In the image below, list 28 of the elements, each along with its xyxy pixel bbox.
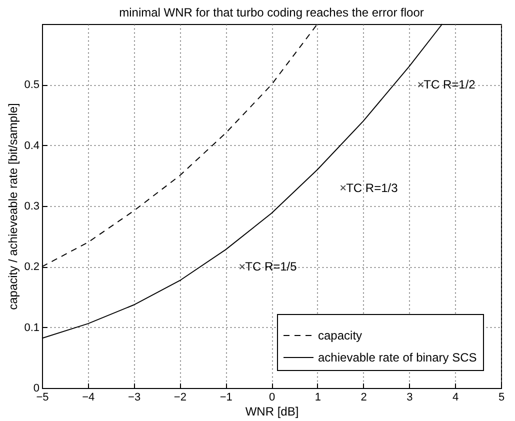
point <box>239 264 245 270</box>
x-tick-label: −1 <box>220 392 232 404</box>
x-tick-label: 2 <box>360 392 367 404</box>
x-tick-label: 1 <box>314 392 321 404</box>
legend-label: achievable rate of binary SCS <box>318 350 477 364</box>
y-tick-label: 0.3 <box>24 200 40 212</box>
y-tick-label: 0.1 <box>24 322 40 334</box>
x-tick-label: −3 <box>128 392 141 404</box>
x-tick-label: 4 <box>452 392 459 404</box>
x-tick-label: −5 <box>36 392 49 404</box>
y-tick-label: 0.4 <box>24 140 40 152</box>
chart-title: minimal WNR for that turbo coding reaches the error floor <box>119 6 424 20</box>
data-label: TC R=1/3 <box>346 180 398 195</box>
data-label: TC R=1/5 <box>245 260 298 274</box>
legend-label: capacity <box>318 328 362 342</box>
x-axis-title: WNR [dB] <box>245 404 299 418</box>
point <box>340 184 346 191</box>
y-tick-label: 0.5 <box>24 79 40 92</box>
data-label: TC R=1/2 <box>424 78 476 92</box>
y-tick-label: 0 <box>33 382 40 394</box>
x-tick-label: 0 <box>268 392 276 404</box>
x-tick-label: −2 <box>174 392 186 404</box>
x-tick-label: −4 <box>82 392 95 404</box>
y-axis-title: capacity / achieveable rate [bit/sample] <box>6 103 20 310</box>
x-tick-label: 5 <box>498 392 505 404</box>
point <box>418 82 424 88</box>
y-tick-label: 0.2 <box>24 261 40 274</box>
x-tick-label: 3 <box>406 392 413 404</box>
